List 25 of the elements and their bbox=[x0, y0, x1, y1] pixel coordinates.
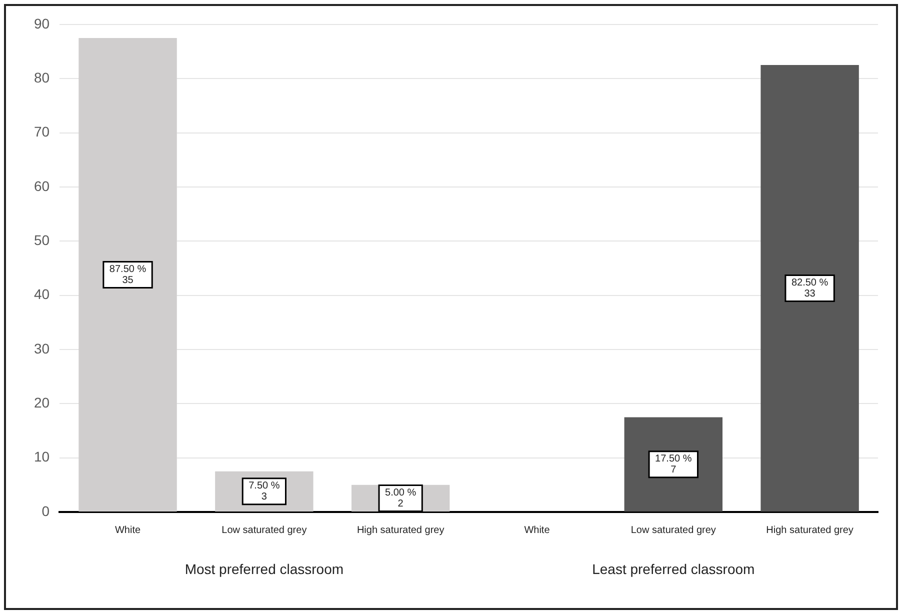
y-tick-label: 50 bbox=[34, 232, 50, 248]
bar bbox=[78, 38, 177, 512]
x-tick-label: High saturated grey bbox=[766, 524, 854, 536]
y-tick-label: 80 bbox=[34, 69, 50, 86]
data-label: 7.50 % 3 bbox=[248, 480, 280, 503]
y-tick-label: 30 bbox=[34, 340, 50, 356]
x-tick-label: High saturated grey bbox=[356, 524, 444, 536]
y-tick-label: 40 bbox=[34, 286, 50, 302]
y-tick-label: 10 bbox=[34, 448, 50, 465]
x-tick-label: Low saturated grey bbox=[630, 524, 716, 536]
y-tick-label: 90 bbox=[34, 15, 50, 32]
text: Least preferred classroom bbox=[592, 560, 755, 577]
y-tick-label: 20 bbox=[34, 394, 50, 411]
data-label: 17.50 % 7 bbox=[655, 454, 692, 476]
text: Most preferred classroom bbox=[184, 560, 344, 577]
x-tick-label: White bbox=[524, 524, 550, 536]
data-label: 87.50 % 35 bbox=[109, 264, 146, 286]
data-label: 82.50 % 33 bbox=[791, 278, 828, 300]
data-label: 5.00 % 2 bbox=[385, 487, 416, 510]
x-tick-label: White bbox=[114, 524, 141, 536]
y-tick-label: 0 bbox=[42, 502, 50, 519]
y-tick-label: 70 bbox=[34, 124, 50, 140]
x-tick-label: Low saturated grey bbox=[222, 524, 307, 536]
bar bbox=[760, 65, 859, 512]
y-tick-label: 60 bbox=[34, 178, 50, 194]
